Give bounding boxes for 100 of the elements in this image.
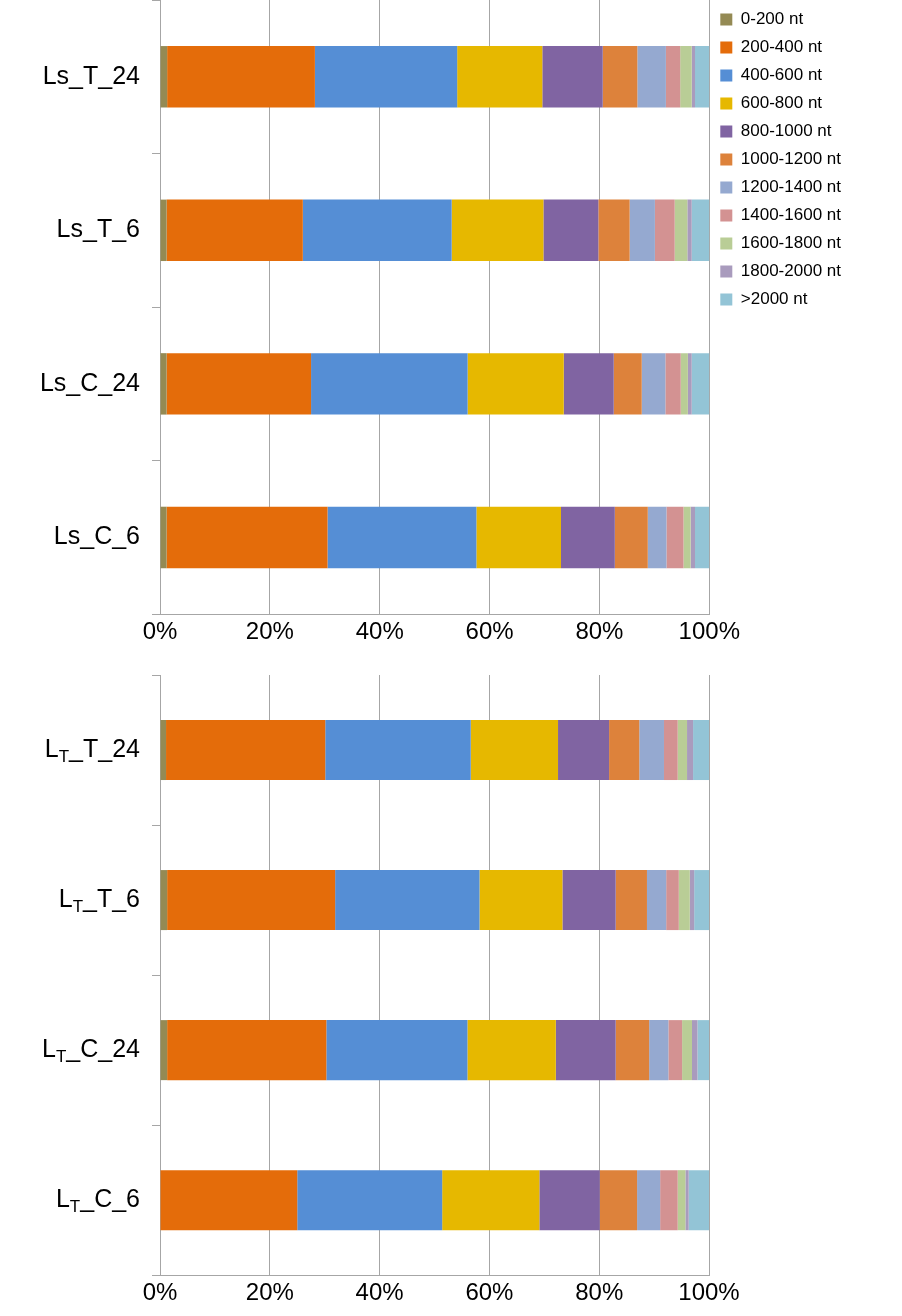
bar — [615, 870, 647, 931]
bar — [609, 720, 640, 781]
bar — [677, 1170, 686, 1231]
bar — [160, 720, 167, 781]
bar — [687, 353, 692, 415]
x-tick-label: 100% — [678, 617, 740, 645]
bar — [167, 870, 336, 931]
x-tick-label: 100% — [678, 1278, 740, 1306]
bar — [685, 1170, 689, 1231]
bar — [598, 199, 630, 262]
bar — [677, 720, 688, 781]
bar — [160, 1170, 298, 1231]
bar — [326, 1020, 468, 1081]
bar — [311, 353, 468, 415]
bar — [691, 353, 710, 415]
bar — [674, 199, 688, 262]
bar — [558, 720, 610, 781]
bar — [665, 353, 681, 415]
y-tick-label: Ls_C_24 — [39, 367, 141, 396]
bar — [542, 46, 603, 108]
legend-label: 1200-1400 nt — [740, 177, 842, 197]
bar — [637, 46, 666, 108]
bar — [654, 199, 675, 262]
bar — [167, 1020, 327, 1081]
legend-label: 1600-1800 nt — [740, 233, 842, 253]
bar — [613, 353, 642, 415]
bar — [687, 199, 692, 262]
x-tick-label: 0% — [142, 1278, 178, 1306]
bar — [695, 506, 710, 569]
bar — [467, 1020, 556, 1081]
bar — [693, 720, 709, 781]
bar — [543, 199, 599, 262]
bar — [160, 353, 167, 415]
bar — [694, 870, 709, 931]
bar — [166, 506, 328, 569]
bar — [691, 46, 696, 108]
bar — [637, 1170, 661, 1231]
legend-label: 400-600 nt — [740, 65, 823, 85]
bar — [470, 720, 559, 781]
bar — [555, 1020, 616, 1081]
bar — [691, 1020, 698, 1081]
bar — [167, 46, 315, 108]
legend-label: 1000-1200 nt — [740, 149, 842, 169]
bar — [668, 1020, 683, 1081]
bar — [451, 199, 544, 262]
bar — [629, 199, 655, 262]
bar — [314, 46, 458, 108]
bar — [649, 1020, 669, 1081]
bar — [646, 870, 667, 931]
legend-label: 1400-1600 nt — [740, 205, 842, 225]
x-tick-label: 60% — [465, 1278, 514, 1306]
bar — [615, 1020, 650, 1081]
y-tick-label: Ls_T_24 — [42, 60, 141, 89]
x-tick-label: 80% — [575, 617, 624, 645]
bar — [327, 506, 477, 569]
bar — [695, 46, 710, 108]
legend-label: >2000 nt — [740, 289, 808, 309]
x-tick-label: 20% — [245, 617, 294, 645]
bar — [539, 1170, 600, 1231]
bar — [689, 870, 695, 931]
y-tick-label: Ls_T_6 — [56, 214, 140, 243]
bar — [476, 506, 561, 569]
legend-label: 800-1000 nt — [740, 121, 832, 141]
bar — [697, 1020, 709, 1081]
bar — [160, 46, 168, 108]
bar — [663, 720, 678, 781]
x-tick-label: 0% — [142, 617, 178, 645]
bar — [687, 720, 694, 781]
bar — [602, 46, 638, 108]
x-tick-label: 80% — [575, 1278, 624, 1306]
bar — [639, 720, 664, 781]
bar — [688, 1170, 709, 1231]
bar — [666, 506, 684, 569]
legend-label: 200-400 nt — [740, 37, 823, 57]
bar — [166, 720, 326, 781]
bar — [325, 720, 471, 781]
bar — [599, 1170, 638, 1231]
legend-label: 0-200 nt — [740, 9, 804, 29]
bar — [335, 870, 480, 931]
bar — [160, 199, 167, 262]
bar — [680, 46, 692, 108]
bar — [562, 870, 616, 931]
bar — [302, 199, 452, 262]
bar — [678, 870, 690, 931]
bar — [297, 1170, 443, 1231]
bar — [560, 506, 615, 569]
bar — [691, 199, 710, 262]
legend-label: 1800-2000 nt — [740, 261, 842, 281]
bar — [467, 353, 564, 415]
bar — [166, 353, 312, 415]
bar — [666, 870, 679, 931]
bar — [641, 353, 666, 415]
bar — [442, 1170, 540, 1231]
bar — [680, 353, 688, 415]
bar — [690, 506, 696, 569]
bar — [683, 506, 691, 569]
bar — [682, 1020, 692, 1081]
bar — [160, 1020, 168, 1081]
bar — [614, 506, 648, 569]
bar — [479, 870, 563, 931]
